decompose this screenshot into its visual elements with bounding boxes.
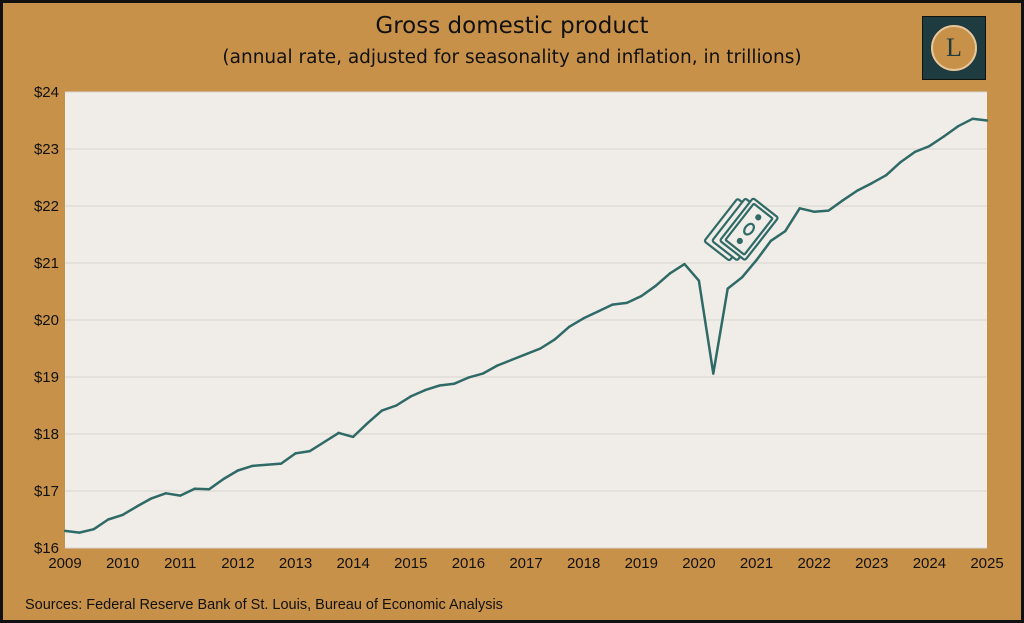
- x-tick-label: 2010: [106, 555, 139, 572]
- data-point: [524, 353, 528, 356]
- x-tick-label: 2025: [970, 555, 1003, 572]
- data-point: [740, 276, 744, 279]
- data-point: [640, 294, 643, 298]
- data-point: [395, 404, 398, 407]
- data-point: [784, 229, 787, 233]
- data-point: [78, 531, 81, 534]
- data-point: [107, 518, 110, 521]
- data-point: [164, 492, 168, 495]
- data-point: [899, 160, 902, 164]
- data-point: [150, 497, 153, 500]
- data-point: [985, 119, 989, 122]
- data-point: [207, 488, 211, 491]
- data-point: [179, 494, 182, 497]
- x-tick-label: 2016: [452, 555, 485, 572]
- data-point: [582, 317, 585, 320]
- data-point: [423, 388, 427, 392]
- money-bills-icon: [703, 197, 779, 262]
- source-note: Sources: Federal Reserve Bank of St. Lou…: [25, 597, 503, 613]
- data-point: [409, 395, 412, 398]
- x-tick-label: 2017: [509, 555, 542, 572]
- data-point: [351, 435, 355, 439]
- x-tick-label: 2023: [855, 555, 888, 572]
- y-tick-label: $17: [34, 483, 59, 500]
- data-point: [553, 338, 557, 341]
- data-point: [366, 421, 369, 425]
- logo: L: [922, 16, 986, 80]
- logo-emblem: L: [931, 25, 977, 71]
- data-point: [913, 150, 917, 154]
- data-point: [956, 125, 960, 128]
- x-tick-label: 2022: [797, 555, 830, 572]
- data-point: [697, 279, 701, 282]
- data-point: [971, 117, 974, 120]
- x-tick-label: 2015: [394, 555, 427, 572]
- data-point: [568, 325, 571, 329]
- x-tick-label: 2013: [279, 555, 312, 572]
- data-point: [769, 239, 773, 242]
- x-tick-label: 2018: [567, 555, 600, 572]
- y-tick-label: $21: [34, 255, 59, 272]
- data-point: [495, 364, 499, 367]
- data-point: [380, 409, 384, 412]
- data-point: [63, 529, 67, 533]
- data-point: [611, 303, 614, 306]
- data-point: [870, 182, 873, 185]
- data-point: [856, 189, 859, 192]
- data-point: [121, 513, 124, 517]
- data-point: [841, 199, 845, 202]
- data-point: [323, 440, 326, 444]
- data-point: [755, 258, 758, 262]
- data-point: [452, 382, 456, 386]
- data-point: [683, 262, 686, 266]
- chart-subtitle: (annual rate, adjusted for seasonality a…: [222, 47, 802, 68]
- x-tick-label: 2014: [336, 555, 369, 572]
- data-point: [884, 174, 888, 177]
- data-point: [236, 469, 240, 472]
- data-point: [222, 477, 225, 481]
- data-point: [668, 272, 672, 275]
- data-point: [337, 431, 340, 435]
- x-tick-label: 2024: [913, 555, 946, 572]
- chart-title: Gross domestic product: [375, 13, 649, 39]
- data-point: [193, 487, 196, 490]
- data-point: [279, 462, 283, 465]
- x-tick-label: 2019: [625, 555, 658, 572]
- x-tick-label: 2012: [221, 555, 254, 572]
- data-point: [294, 452, 297, 455]
- data-point: [942, 135, 945, 138]
- data-point: [712, 372, 715, 375]
- y-tick-label: $18: [34, 426, 59, 443]
- x-tick-label: 2021: [740, 555, 773, 572]
- data-point: [265, 463, 268, 466]
- data-point: [625, 301, 629, 305]
- y-tick-label: $23: [34, 141, 59, 158]
- data-point: [726, 287, 729, 290]
- x-tick-label: 2011: [164, 555, 196, 572]
- data-point: [827, 209, 830, 212]
- data-point: [812, 210, 816, 213]
- data-point: [92, 527, 96, 531]
- data-point: [654, 284, 657, 287]
- data-point: [798, 207, 801, 210]
- y-tick-label: $16: [34, 540, 59, 557]
- data-point: [481, 372, 484, 375]
- data-point: [539, 347, 542, 350]
- data-point: [308, 449, 312, 453]
- y-tick-label: $19: [34, 369, 59, 386]
- y-tick-label: $22: [34, 198, 59, 215]
- data-point: [135, 505, 139, 508]
- data-point: [510, 358, 513, 362]
- gdp-line-chart: $16 $17 $18 $19 $20 $21 $22 $23 $24 2009 2010 2011…: [34, 84, 1004, 572]
- data-point: [928, 144, 931, 148]
- data-point: [596, 310, 600, 313]
- y-tick-label: $20: [34, 312, 59, 329]
- data-point: [251, 464, 254, 468]
- y-tick-label: $24: [34, 84, 59, 101]
- x-tick-label: 2009: [48, 555, 81, 572]
- x-tick-label: 2020: [682, 555, 715, 572]
- data-point: [467, 376, 470, 379]
- data-point: [438, 384, 441, 387]
